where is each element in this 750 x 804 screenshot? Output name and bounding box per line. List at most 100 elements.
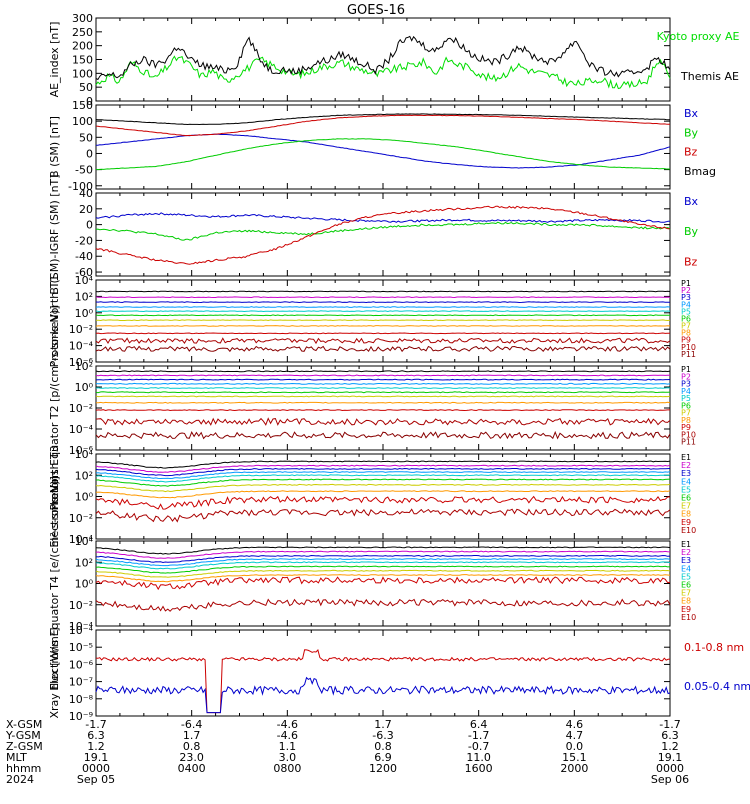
channel-label: E9 (681, 605, 691, 614)
channel-line (95, 574, 671, 583)
legend-entry: Kyoto proxy AE (657, 30, 740, 43)
y-tick-label: 10⁰ (75, 491, 94, 504)
series-line (95, 55, 671, 90)
x-row-value: 6.3 (87, 729, 105, 742)
channel-label: E5 (681, 572, 691, 581)
channel-line (95, 495, 671, 510)
channel-label: P9 (681, 423, 691, 432)
y-tick-label: 0 (86, 147, 93, 160)
channel-line (95, 310, 671, 313)
y-axis-label: B (SM)-IGRF (SM) [nT] (48, 174, 61, 294)
x-row-value: 1.2 (661, 740, 679, 753)
channel-line (95, 550, 671, 559)
y-tick-label: 10⁻² (69, 402, 93, 415)
series-line (95, 212, 670, 223)
x-row-label: hhmm (6, 762, 41, 775)
channel-line (95, 345, 671, 353)
channel-label: E8 (681, 597, 691, 606)
x-row-value: 1600 (465, 762, 493, 775)
channel-line (95, 314, 670, 317)
x-row-value: 23.0 (179, 751, 204, 764)
y-tick-label: -20 (75, 234, 93, 247)
y-tick-label: 10⁻⁶ (69, 356, 94, 369)
y-tick-label: 10⁰ (75, 307, 94, 320)
channel-label: P8 (681, 416, 691, 425)
channel-label: P2 (681, 372, 691, 381)
channel-line (95, 296, 671, 299)
channel-line (96, 401, 671, 404)
panel-frame (95, 629, 671, 717)
series-line (95, 35, 671, 81)
channel-label: P3 (681, 380, 691, 389)
y-tick-label: 10⁻⁷ (69, 676, 93, 689)
y-axis-label: AE_index [nT] (48, 22, 61, 98)
panel-frame (95, 540, 671, 627)
channel-label: E7 (681, 589, 691, 598)
y-tick-label: 10² (75, 290, 93, 303)
legend-entry: Bx (684, 195, 699, 208)
channel-label: P6 (681, 314, 691, 323)
channel-line (95, 319, 671, 322)
channel-label: P4 (681, 387, 691, 396)
channel-label: E9 (681, 518, 691, 527)
legend-entry: Bmag (684, 165, 716, 178)
legend-entry: Themis AE (680, 70, 739, 83)
channel-line (95, 576, 671, 591)
y-tick-label: 0 (86, 219, 93, 232)
series-line (95, 114, 671, 137)
panel-8: 10⁻⁹ 10⁻⁸ 10⁻⁷ 10⁻⁶ 10⁻⁵ 10⁻⁴ Xray flux [W/m²]… (48, 624, 750, 723)
channel-label: E1 (681, 453, 691, 462)
channel-line (95, 464, 671, 473)
plot-title: GOES-16 (347, 3, 405, 18)
channel-line (95, 483, 671, 493)
series-line (95, 649, 671, 714)
y-tick-label: 10⁻⁹ (69, 710, 93, 723)
panel-7: 10⁻⁴ 10⁻² 10⁰ 10² 10⁴ Electrons Equator T4 [e… (48, 476, 696, 691)
channel-line (95, 290, 671, 293)
y-tick-label: -50 (75, 164, 93, 177)
panel-frame (95, 17, 671, 102)
panel-frame (95, 279, 671, 363)
x-axis-annotation: X-GSM -1.7 -6.4 -4.6 1.7 6.4 4.6 -1.7Y-GSM 6.3 1.… (5, 718, 689, 786)
channel-line (95, 391, 671, 394)
y-axis-label: B (SM) [nT] (48, 116, 61, 178)
legend-entry: Bz (684, 255, 698, 268)
x-row-value: 0000 (82, 762, 110, 775)
x-row-value: 3.0 (279, 751, 297, 764)
channel-line (95, 460, 671, 469)
x-row-value: 0.8 (374, 740, 392, 753)
y-axis-label: Electrons Equator T4 [e/(cm²-s-sr-keV)] (48, 476, 61, 691)
channel-label: E3 (681, 556, 691, 565)
y-tick-label: 10⁻⁴ (69, 340, 94, 353)
y-axis-label: Protons Equator T2 [p/(cm²-s-sr-keV)] (48, 305, 61, 510)
channel-line (95, 598, 671, 612)
y-tick-label: -40 (75, 250, 93, 263)
channel-line (95, 478, 671, 487)
legend-entry: Bx (684, 107, 699, 120)
channel-label: P10 (681, 343, 696, 352)
channel-label: E5 (681, 485, 691, 494)
channel-label: E10 (681, 613, 696, 622)
channel-line (95, 409, 670, 412)
channel-line (95, 378, 671, 381)
x-row-value: -1.7 (468, 729, 489, 742)
legend-entry: By (684, 126, 699, 139)
channel-label: E2 (681, 548, 691, 557)
y-tick-label: 50 (79, 131, 93, 144)
x-row-value: 6.3 (661, 729, 679, 742)
y-tick-label: 0 (86, 95, 93, 108)
y-tick-label: 50 (79, 81, 93, 94)
x-row-value: -1.7 (85, 718, 106, 731)
x-row-value: -4.6 (277, 718, 298, 731)
panel-frame (95, 192, 671, 277)
y-tick-label: 10⁻⁴ (69, 423, 94, 436)
y-axis-label: Xray flux [W/m²] (48, 627, 61, 718)
y-tick-label: 10² (75, 556, 93, 569)
channel-line (95, 471, 671, 480)
channel-label: P7 (681, 409, 691, 418)
channel-line (95, 337, 671, 345)
y-tick-label: 10⁻² (69, 599, 93, 612)
legend-entry: 0.05-0.4 nm (684, 680, 750, 693)
channel-label: P10 (681, 430, 696, 439)
